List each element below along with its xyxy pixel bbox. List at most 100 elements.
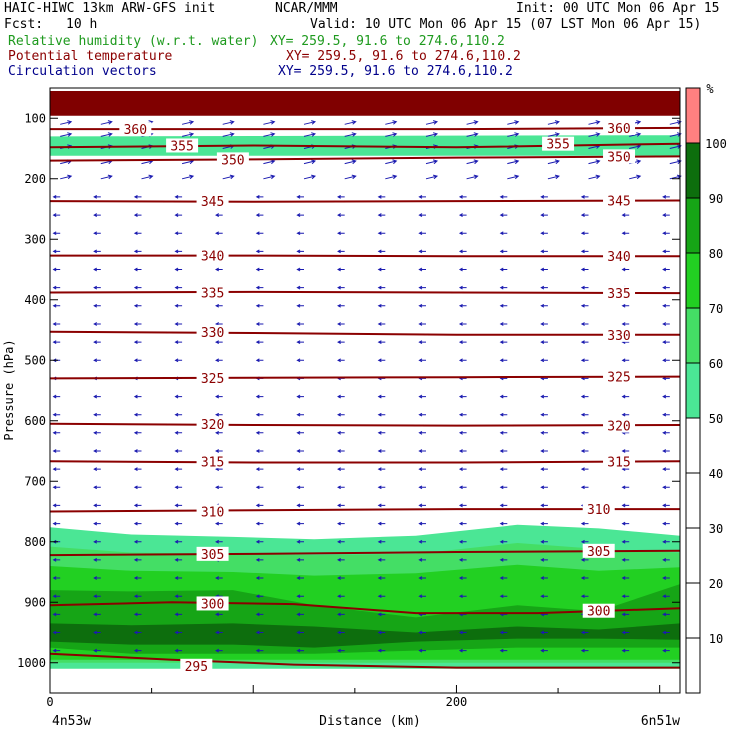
vector-arrow [255, 340, 264, 344]
theta-label: 355 [546, 138, 569, 153]
rh-region-90-4 [50, 623, 680, 648]
vector-arrow [303, 174, 317, 180]
y-tick-label: 100 [24, 111, 46, 125]
vector-arrow [222, 132, 235, 137]
vector-arrow [133, 303, 142, 308]
vector-arrow [418, 430, 426, 435]
vector-arrow [499, 430, 508, 435]
vector-arrow [93, 467, 101, 472]
vector-arrow [215, 412, 223, 417]
vector-arrow [418, 358, 426, 363]
theta-label-bg [603, 120, 636, 135]
vector-arrow [174, 231, 183, 236]
vector-arrow [540, 394, 548, 399]
vector-arrow [337, 485, 345, 490]
vector-arrow [133, 612, 142, 617]
vector-arrow [385, 159, 398, 165]
vector-arrow [296, 503, 304, 508]
vector-arrow [418, 648, 426, 653]
vector-arrow [255, 630, 264, 635]
vector-arrow [377, 358, 386, 363]
vector-arrow [255, 594, 264, 599]
vector-arrow [499, 394, 508, 399]
vector-arrow [174, 303, 183, 308]
vector-arrow [174, 322, 183, 326]
vector-arrow [141, 174, 154, 180]
vector-arrow [499, 503, 508, 508]
colorbar-label: 100 [705, 137, 727, 151]
vector-arrow [174, 449, 183, 453]
theta-label-bg [196, 454, 229, 469]
field-name-rh: Relative humidity (w.r.t. water) [8, 34, 259, 49]
plot-frame [49, 87, 681, 694]
vector-arrow [580, 558, 589, 562]
vector-arrow [52, 322, 61, 326]
vector-arrow [296, 430, 304, 435]
vector-arrow [52, 576, 61, 580]
vector-arrow [377, 630, 386, 635]
vector-arrow [580, 412, 589, 417]
vector-arrow [377, 539, 386, 544]
vector-arrow [580, 267, 589, 272]
vector-arrow [215, 213, 223, 217]
theta-contour-335 [49, 290, 681, 295]
vector-arrow [296, 558, 304, 562]
colorbar-label: 90 [709, 192, 723, 206]
vector-arrow [458, 503, 467, 508]
vector-arrow [133, 412, 142, 417]
vector-arrow [540, 467, 548, 472]
vector-arrow [499, 249, 508, 254]
vector-arrow [100, 174, 113, 180]
vector-arrow [255, 358, 264, 363]
vector-arrow [255, 612, 264, 617]
vector-arrow [255, 412, 264, 417]
vector-arrow [377, 485, 386, 490]
vector-arrow [458, 340, 467, 344]
vector-arrow [507, 159, 520, 165]
vector-arrow [662, 249, 670, 254]
vector-arrow [458, 267, 467, 272]
vector-arrow [499, 358, 508, 363]
forecast-label: Fcst: [4, 17, 44, 32]
vector-arrow [222, 174, 235, 180]
vector-arrow [133, 285, 142, 290]
colorbar-label: 50 [709, 412, 723, 426]
vector-arrow [93, 267, 101, 272]
colorbar-label: 30 [709, 522, 723, 536]
vector-arrow [133, 503, 142, 508]
theta-contour-360 [50, 126, 681, 131]
vector-arrow [662, 430, 670, 435]
vector-arrow [337, 249, 345, 254]
vector-arrow [580, 195, 589, 199]
vector-arrow [255, 576, 264, 580]
vector-arrow [621, 231, 630, 236]
vector-arrow [181, 120, 195, 125]
vector-arrow [418, 467, 426, 472]
theta-contour-345 [49, 199, 681, 203]
vector-arrow [540, 285, 548, 290]
vector-arrow [255, 430, 264, 435]
vector-arrow [662, 213, 670, 217]
vector-arrow [344, 120, 357, 125]
vector-arrow [133, 340, 142, 344]
vector-arrow [547, 159, 560, 165]
vector-arrow [377, 322, 386, 326]
vector-arrow [337, 558, 345, 562]
potential-temperature-contours: 295 300 300 305 305 310 310 315 315 320 320 325 325 3… [49, 120, 681, 675]
vector-arrow [255, 322, 264, 326]
theta-label: 315 [607, 455, 630, 470]
vector-arrow [174, 285, 183, 290]
vector-arrow [52, 267, 61, 272]
vector-arrow [255, 503, 264, 508]
vector-arrow [377, 195, 386, 199]
theta-label: 355 [170, 139, 193, 154]
vector-arrow [580, 594, 589, 599]
vector-arrow [662, 412, 670, 417]
vector-arrow [215, 630, 223, 635]
vector-arrow [181, 132, 195, 137]
vector-arrow [466, 159, 479, 165]
vector-arrow [337, 358, 345, 363]
vector-arrow [377, 340, 386, 344]
vector-arrow [52, 612, 61, 617]
x-tick-label: 0 [46, 695, 53, 709]
